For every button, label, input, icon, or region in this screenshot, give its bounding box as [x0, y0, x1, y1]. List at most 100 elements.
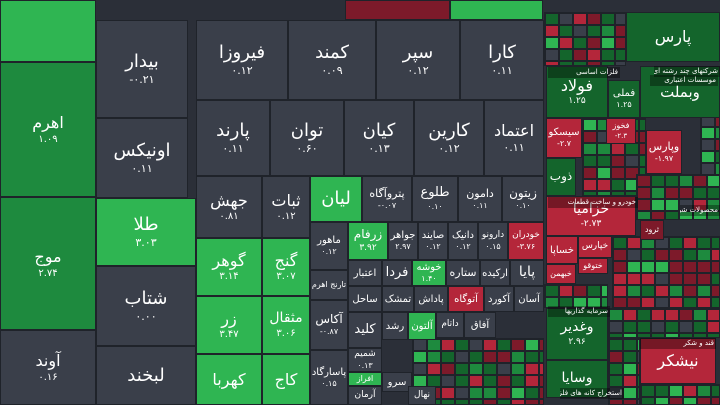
- treemap-tile[interactable]: فخوز -۲.۳: [606, 118, 636, 144]
- treemap-tile[interactable]: افراز: [348, 372, 382, 386]
- mosaic-cell: [615, 13, 625, 25]
- treemap-tile[interactable]: وبملت: [640, 66, 720, 118]
- mosaic-cell: [573, 61, 587, 65]
- treemap-tile[interactable]: ستاره: [446, 260, 480, 286]
- treemap-tile[interactable]: کمند ۰.۰۹: [288, 20, 376, 100]
- treemap-tile[interactable]: دامون ۰.۱۱: [458, 176, 502, 222]
- treemap-tile[interactable]: اعتماد ۰.۱۱: [484, 100, 544, 176]
- treemap-tile[interactable]: ارکیده: [480, 260, 510, 286]
- treemap-tile[interactable]: جهش ۰.۸۱: [196, 176, 262, 238]
- treemap-tile[interactable]: صایند ۰.۱۲: [418, 222, 448, 260]
- treemap-tile[interactable]: کیان ۰.۱۳: [344, 100, 414, 176]
- treemap-tile[interactable]: آوند ۰.۱۶: [0, 330, 96, 405]
- treemap-tile[interactable]: اونیکس ۰.۱۱: [96, 118, 188, 198]
- treemap-tile[interactable]: گنج ۳.۰۷: [262, 238, 310, 296]
- treemap-tile[interactable]: پاسارگاد ۰.۱۵: [310, 350, 348, 405]
- treemap-tile[interactable]: پارس: [626, 12, 720, 62]
- mosaic-cell: [679, 333, 693, 337]
- treemap-tile[interactable]: کاج: [262, 354, 310, 405]
- treemap-tile[interactable]: پتروآگاه -۰.۰۷: [362, 176, 412, 222]
- treemap-tile[interactable]: سرو: [382, 372, 412, 392]
- treemap-tile[interactable]: خودران -۳.۷۶: [508, 222, 544, 260]
- treemap-tile[interactable]: پاداش: [414, 286, 448, 312]
- treemap-tile[interactable]: وسایا: [546, 360, 608, 398]
- treemap-tile[interactable]: دارونو ۰.۱۵: [478, 222, 508, 260]
- treemap-tile[interactable]: وغدیر ۲.۹۶: [546, 308, 608, 360]
- treemap-tile[interactable]: خزامیا -۲.۷۳: [546, 196, 636, 236]
- treemap-tile[interactable]: لبخند: [96, 346, 196, 405]
- treemap-tile[interactable]: طلوع ۰.۱۰: [412, 176, 458, 222]
- treemap-tile[interactable]: آکورد: [484, 286, 514, 312]
- treemap-tile[interactable]: آلتون: [408, 312, 436, 340]
- treemap-tile[interactable]: فردا: [382, 260, 412, 286]
- mosaic-cell: [707, 333, 719, 337]
- treemap-tile[interactable]: شمیم ۰.۱۳: [348, 348, 382, 372]
- mosaic-cell: [597, 191, 611, 195]
- treemap-tile[interactable]: زیتون ۰.۱۰: [502, 176, 544, 222]
- treemap-tile[interactable]: آرمان: [348, 386, 382, 405]
- treemap-tile[interactable]: لیان: [310, 176, 362, 222]
- treemap-tile[interactable]: فیروزا ۰.۱۲: [196, 20, 288, 100]
- treemap-tile[interactable]: بیدار -۰.۲۱: [96, 20, 188, 118]
- treemap-tile[interactable]: سیسکو -۲.۷: [546, 118, 582, 158]
- treemap-tile[interactable]: آکاس -۰.۸۷: [310, 300, 348, 350]
- treemap-tile[interactable]: زرفام ۳.۹۲: [348, 222, 388, 260]
- treemap-tile[interactable]: فولاد ۱.۲۵: [546, 66, 608, 118]
- sector-label: فلزات اساسی: [548, 67, 620, 78]
- treemap-tile[interactable]: کارین ۰.۱۲: [414, 100, 484, 176]
- treemap-tile[interactable]: طلا ۳.۰۳: [96, 198, 196, 266]
- mosaic-cell: [545, 285, 559, 297]
- treemap-tile[interactable]: تمشک: [382, 286, 414, 312]
- treemap-tile[interactable]: خوشه ۱.۴۰: [412, 260, 446, 286]
- treemap-tile[interactable]: مثقال ۳.۰۶: [262, 296, 310, 354]
- tile-value: ۳.۰۳: [135, 235, 157, 249]
- treemap-tile[interactable]: ثرود: [640, 220, 664, 240]
- treemap-tile[interactable]: جواهر ۲.۹۷: [388, 222, 418, 260]
- treemap-tile[interactable]: توان ۰.۶۰: [270, 100, 344, 176]
- treemap-tile[interactable]: [0, 0, 96, 62]
- tile-name: موج: [34, 247, 62, 267]
- treemap-tile[interactable]: ذوب: [546, 158, 576, 196]
- treemap-tile[interactable]: سپر ۰.۱۲: [376, 20, 460, 100]
- tile-value: ۰.۰۰: [135, 309, 157, 323]
- treemap-tile[interactable]: خساپا: [546, 236, 578, 264]
- mosaic-cell: [637, 211, 651, 219]
- treemap-tile[interactable]: دانیک ۰.۱۲: [448, 222, 478, 260]
- treemap-tile[interactable]: ثبات ۰.۱۲: [262, 176, 310, 238]
- treemap-tile[interactable]: نهال: [408, 386, 436, 405]
- treemap-tile[interactable]: ختوقو: [578, 258, 608, 274]
- mosaic-cell: [511, 387, 525, 399]
- treemap-tile[interactable]: کارا ۰.۱۱: [460, 20, 544, 100]
- treemap-tile[interactable]: ساحل: [348, 286, 382, 312]
- tile-name: بیدار: [125, 51, 159, 73]
- treemap-tile[interactable]: گوهر ۳.۱۴: [196, 238, 262, 296]
- mosaic-cell: [669, 297, 683, 307]
- treemap-tile[interactable]: خپارس: [578, 236, 612, 258]
- treemap-tile[interactable]: شتاب ۰.۰۰: [96, 266, 196, 346]
- treemap-tile[interactable]: فملی ۱.۲۵: [608, 80, 640, 118]
- treemap-tile[interactable]: آسان: [514, 286, 544, 312]
- treemap-tile[interactable]: پایا: [510, 260, 544, 286]
- treemap-tile[interactable]: رشد: [382, 312, 408, 340]
- treemap-tile[interactable]: ماهور ۰.۱۲: [310, 222, 348, 270]
- treemap-tile[interactable]: موج ۲.۷۴: [0, 197, 96, 330]
- treemap-tile[interactable]: نیشکر: [640, 338, 716, 384]
- treemap-tile[interactable]: آفاق: [464, 312, 496, 338]
- treemap-tile[interactable]: زر ۳.۴۷: [196, 296, 262, 354]
- treemap-tile[interactable]: [450, 0, 543, 20]
- treemap-tile[interactable]: کلید: [348, 312, 382, 348]
- treemap-tile[interactable]: [345, 0, 450, 20]
- mosaic-cell: [697, 237, 711, 249]
- treemap-tile[interactable]: پارند ۰.۱۱: [196, 100, 270, 176]
- treemap-tile[interactable]: اهرم ۱.۰۹: [0, 62, 96, 197]
- treemap-tile[interactable]: اعتبار: [348, 260, 382, 286]
- treemap-tile[interactable]: داتام: [436, 312, 464, 338]
- treemap-tile[interactable]: خبهمن: [546, 264, 576, 284]
- treemap-tile[interactable]: وپارس -۱.۹۷: [646, 130, 682, 174]
- mosaic-block: [544, 284, 608, 308]
- mosaic-cell: [697, 397, 711, 404]
- treemap-tile[interactable]: تارنج اهرم: [310, 270, 348, 300]
- treemap-tile[interactable]: آتوگاه: [448, 286, 484, 312]
- treemap-tile[interactable]: کهربا: [196, 354, 262, 405]
- mosaic-cell: [587, 37, 601, 49]
